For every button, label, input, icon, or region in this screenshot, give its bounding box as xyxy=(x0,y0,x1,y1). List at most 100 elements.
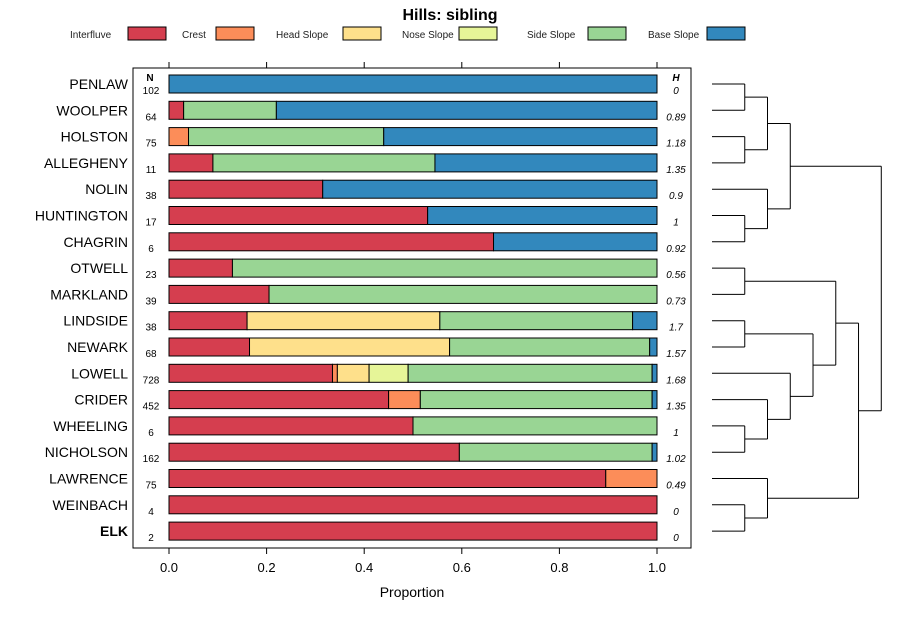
bar-segment-head-slope xyxy=(336,363,370,383)
legend-swatch-head-slope xyxy=(342,26,382,41)
bar-segment-base-slope xyxy=(275,100,658,120)
row-allegheny: ALLEGHENY 11 1.35 xyxy=(44,153,686,176)
category-label: LAWRENCE xyxy=(49,471,128,487)
row-woolper: WOOLPER 64 0.89 xyxy=(56,100,686,123)
legend-label-side-slope: Side Slope xyxy=(527,30,576,41)
h-value: 1.7 xyxy=(669,323,683,334)
bar-segment-interfluve xyxy=(168,179,324,199)
category-label: HOLSTON xyxy=(61,129,128,145)
category-label: NEWARK xyxy=(67,339,129,355)
bar-segment-side-slope xyxy=(412,416,658,436)
bar-segment-side-slope xyxy=(407,363,653,383)
chart-title: Hills: sibling xyxy=(402,7,497,24)
h-value: 1.68 xyxy=(666,375,686,386)
n-column-header: N xyxy=(146,73,153,84)
n-value: 11 xyxy=(146,165,157,176)
legend-label-crest: Crest xyxy=(182,30,206,41)
category-label: CHAGRIN xyxy=(63,234,128,250)
legend: Interfluve Crest Head Slope Nose Slope Side … xyxy=(70,26,746,41)
h-column-header: H xyxy=(672,73,680,84)
row-chagrin: CHAGRIN 6 0.92 xyxy=(63,232,686,255)
h-value: 0.92 xyxy=(666,244,686,255)
bar-segment-base-slope xyxy=(434,153,658,173)
bar-segment-side-slope xyxy=(449,337,651,357)
bar-segment-base-slope xyxy=(493,232,658,252)
h-value: 0.9 xyxy=(669,191,683,202)
category-label: HUNTINGTON xyxy=(35,208,128,224)
n-value: 23 xyxy=(145,270,157,281)
bar-segment-interfluve xyxy=(168,390,390,410)
dendrogram xyxy=(712,83,882,532)
bar-segment-base-slope xyxy=(651,363,658,383)
n-value: 75 xyxy=(145,139,157,150)
h-value: 1.35 xyxy=(666,165,686,176)
h-value: 0.49 xyxy=(666,481,686,492)
bar-segment-base-slope xyxy=(383,127,658,147)
h-value: 1 xyxy=(673,428,679,439)
bar-segment-crest xyxy=(605,469,658,488)
row-wheeling: WHEELING 6 1 xyxy=(53,416,679,439)
legend-label-base-slope: Base Slope xyxy=(648,30,700,41)
n-value: 452 xyxy=(143,402,160,413)
category-label: ALLEGHENY xyxy=(44,155,129,171)
x-axis-label: Proportion xyxy=(380,584,445,600)
category-label: CRIDER xyxy=(74,392,128,408)
bar-segment-interfluve xyxy=(168,100,185,120)
row-markland: MARKLAND 39 0.73 xyxy=(50,284,686,307)
bar-segment-interfluve xyxy=(168,284,270,304)
bar-segment-side-slope xyxy=(268,284,658,304)
bar-segment-interfluve xyxy=(168,442,460,462)
bar-segment-interfluve xyxy=(168,153,214,173)
legend-swatch-base-slope xyxy=(706,26,746,41)
x-tick-label: 0.6 xyxy=(453,560,471,575)
legend-label-interfluve: Interfluve xyxy=(70,30,112,41)
row-huntington: HUNTINGTON 17 1 xyxy=(35,206,679,229)
h-value: 1.35 xyxy=(666,402,686,413)
row-nolin: NOLIN 38 0.9 xyxy=(85,179,683,202)
row-lowell: LOWELL 728 1.68 xyxy=(71,363,686,386)
bar-segment-interfluve xyxy=(168,521,658,541)
bar-segment-interfluve xyxy=(168,311,248,331)
bar-segment-nose-slope xyxy=(368,363,409,383)
bar-segment-interfluve xyxy=(168,416,414,436)
row-otwell: OTWELL 23 0.56 xyxy=(70,258,686,281)
category-label: OTWELL xyxy=(70,260,128,276)
n-value: 2 xyxy=(148,533,154,544)
bar-segment-base-slope xyxy=(651,442,658,462)
bar-segment-base-slope xyxy=(649,337,658,357)
n-value: 39 xyxy=(145,296,157,307)
category-label: WHEELING xyxy=(53,418,128,434)
bar-segment-side-slope xyxy=(419,390,653,410)
n-value: 6 xyxy=(148,244,154,255)
bar-segment-interfluve xyxy=(168,337,251,357)
bar-segment-interfluve xyxy=(168,363,333,383)
h-value: 0.89 xyxy=(666,112,686,123)
n-value: 4 xyxy=(148,507,154,518)
bar-segment-base-slope xyxy=(168,74,658,94)
h-value: 0 xyxy=(673,507,679,518)
category-label: LINDSIDE xyxy=(63,313,128,329)
category-label: NICHOLSON xyxy=(45,444,128,460)
n-value: 102 xyxy=(143,86,160,97)
bar-segment-base-slope xyxy=(651,390,658,410)
bar-segment-crest xyxy=(388,390,421,410)
x-tick-label: 0.8 xyxy=(550,560,568,575)
bar-segment-head-slope xyxy=(246,311,441,331)
row-lawrence: LAWRENCE 75 0.49 xyxy=(49,469,686,492)
h-value: 1 xyxy=(673,218,679,229)
h-value: 0 xyxy=(673,533,679,544)
bar-segment-interfluve xyxy=(168,232,495,252)
bar-segment-crest xyxy=(168,127,190,147)
category-label: PENLAW xyxy=(69,76,128,92)
n-value: 6 xyxy=(148,428,154,439)
bar-segment-interfluve xyxy=(168,469,607,488)
x-tick-label: 1.0 xyxy=(648,560,666,575)
n-value: 75 xyxy=(145,481,157,492)
category-label: WEINBACH xyxy=(53,497,128,513)
h-value: 1.57 xyxy=(666,349,686,360)
row-holston: HOLSTON 75 1.18 xyxy=(61,127,686,150)
bar-segment-crest xyxy=(331,363,338,383)
top-ticks xyxy=(168,62,658,68)
h-value: 0.56 xyxy=(666,270,686,281)
